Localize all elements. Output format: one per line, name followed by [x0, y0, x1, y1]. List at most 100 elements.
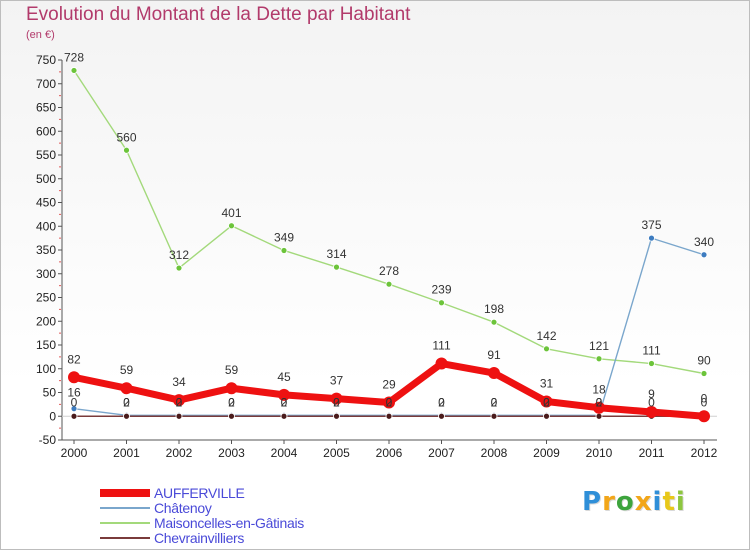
data-label-chatenoy: 2 — [596, 395, 603, 409]
logo-letter: t — [662, 487, 676, 517]
data-label-aufferville: 18 — [592, 383, 606, 397]
legend-label: Chevrainvilliers — [154, 530, 245, 546]
y-tick-label: 450 — [36, 196, 56, 210]
data-point-chevrainvilliers — [490, 412, 498, 420]
data-label-maisoncelles-en-gatinais: 142 — [536, 329, 556, 343]
data-point-aufferville — [435, 357, 448, 370]
series-line-maisoncelles-en-gatinais — [73, 69, 705, 375]
y-tick-label: 700 — [36, 77, 56, 91]
data-point-maisoncelles-en-gatinais — [438, 299, 445, 307]
data-point-maisoncelles-en-gatinais — [333, 263, 340, 271]
logo-letter: o — [615, 487, 635, 517]
data-point-chevrainvilliers — [543, 412, 550, 420]
x-tick-label: 2008 — [481, 446, 508, 460]
y-tick-label: 400 — [36, 219, 56, 233]
data-point-maisoncelles-en-gatinais — [648, 360, 655, 367]
data-point-chevrainvilliers — [280, 412, 288, 420]
data-point-aufferville — [488, 367, 500, 380]
data-label-chevrainvilliers: 0 — [386, 395, 393, 409]
data-label-maisoncelles-en-gatinais: 314 — [326, 247, 346, 261]
data-point-aufferville — [540, 395, 553, 408]
data-label-aufferville: 111 — [432, 339, 451, 353]
data-label-maisoncelles-en-gatinais: 349 — [274, 230, 294, 244]
proxiti-logo: Proxiti — [582, 487, 686, 517]
data-label-chatenoy: 2 — [491, 395, 498, 409]
y-tick-label: 550 — [36, 148, 56, 162]
y-tick-label: 600 — [36, 124, 56, 138]
data-point-chatenoy — [70, 405, 78, 413]
logo-letter: i — [675, 487, 686, 517]
data-point-maisoncelles-en-gatinais — [543, 345, 550, 353]
data-point-aufferville — [698, 410, 710, 423]
data-point-chevrainvilliers — [333, 412, 340, 420]
y-unit-label: (en €) — [26, 29, 55, 41]
legend-label: Châtenoy — [154, 500, 212, 516]
data-label-chevrainvilliers: 0 — [543, 395, 550, 409]
data-label-chatenoy: 2 — [386, 395, 393, 409]
data-point-aufferville — [383, 396, 395, 409]
data-point-aufferville — [645, 405, 658, 418]
data-point-aufferville — [278, 388, 290, 401]
legend-swatch — [100, 522, 150, 524]
data-point-maisoncelles-en-gatinais — [123, 146, 130, 154]
x-tick-label: 2001 — [113, 446, 140, 460]
data-label-maisoncelles-en-gatinais: 728 — [64, 50, 84, 64]
data-label-maisoncelles-en-gatinais: 198 — [484, 302, 504, 316]
x-tick-label: 2010 — [586, 446, 613, 460]
data-label-maisoncelles-en-gatinais: 90 — [697, 354, 711, 368]
y-tick-label: 750 — [36, 53, 56, 67]
x-tick-label: 2003 — [218, 446, 245, 460]
data-label-chevrainvilliers: 0 — [176, 395, 183, 409]
y-tick-label: 200 — [36, 314, 56, 328]
data-label-maisoncelles-en-gatinais: 560 — [116, 130, 136, 144]
data-point-chevrainvilliers — [70, 412, 78, 420]
data-label-chatenoy: 2 — [333, 395, 340, 409]
legend-swatch — [100, 507, 150, 509]
data-label-aufferville: 59 — [225, 363, 239, 377]
data-label-maisoncelles-en-gatinais: 111 — [642, 344, 661, 358]
data-label-chatenoy: 2 — [438, 395, 445, 409]
data-point-aufferville — [225, 382, 238, 395]
data-point-aufferville — [173, 394, 185, 407]
data-label-chatenoy: 340 — [694, 235, 714, 249]
y-tick-label: 0 — [49, 409, 56, 423]
y-tick-label: 50 — [43, 386, 57, 400]
data-label-chatenoy: 2 — [228, 395, 235, 409]
data-point-maisoncelles-en-gatinais — [228, 222, 235, 230]
data-label-aufferville: 91 — [487, 348, 501, 362]
data-label-chevrainvilliers: 0 — [438, 395, 445, 409]
data-label-aufferville: 29 — [382, 377, 396, 391]
data-label-aufferville: 82 — [67, 352, 81, 366]
legend-label: AUFFERVILLE — [154, 485, 245, 501]
data-point-chatenoy — [700, 251, 708, 259]
data-label-chevrainvilliers: 0 — [648, 395, 655, 409]
data-label-chevrainvilliers: 0 — [596, 395, 603, 409]
data-label-maisoncelles-en-gatinais: 401 — [221, 206, 241, 220]
data-label-aufferville: 0 — [701, 391, 708, 405]
data-point-chevrainvilliers — [595, 412, 603, 420]
x-tick-label: 2006 — [376, 446, 403, 460]
data-point-chevrainvilliers — [123, 412, 130, 420]
data-point-maisoncelles-en-gatinais — [175, 264, 183, 272]
legend-label: Maisoncelles-en-Gâtinais — [154, 515, 304, 531]
data-point-maisoncelles-en-gatinais — [595, 355, 603, 363]
data-label-chatenoy: 2 — [176, 395, 183, 409]
data-label-maisoncelles-en-gatinais: 278 — [379, 264, 399, 278]
x-tick-label: 2012 — [691, 446, 718, 460]
legend-swatch — [100, 537, 150, 539]
data-point-maisoncelles-en-gatinais — [490, 318, 498, 326]
y-tick-label: 500 — [36, 172, 56, 186]
data-point-chevrainvilliers — [385, 412, 393, 420]
data-label-chatenoy: 375 — [641, 218, 661, 232]
data-point-maisoncelles-en-gatinais — [70, 67, 78, 74]
y-tick-label: -50 — [39, 433, 57, 447]
data-point-aufferville — [120, 382, 133, 395]
data-label-chevrainvilliers: 0 — [701, 395, 708, 409]
data-label-aufferville: 37 — [330, 374, 344, 388]
data-point-maisoncelles-en-gatinais — [280, 247, 288, 254]
y-tick-label: 100 — [36, 362, 56, 376]
y-tick-label: 250 — [36, 291, 56, 305]
data-label-maisoncelles-en-gatinais: 312 — [169, 248, 189, 262]
data-label-chevrainvilliers: 0 — [281, 395, 288, 409]
